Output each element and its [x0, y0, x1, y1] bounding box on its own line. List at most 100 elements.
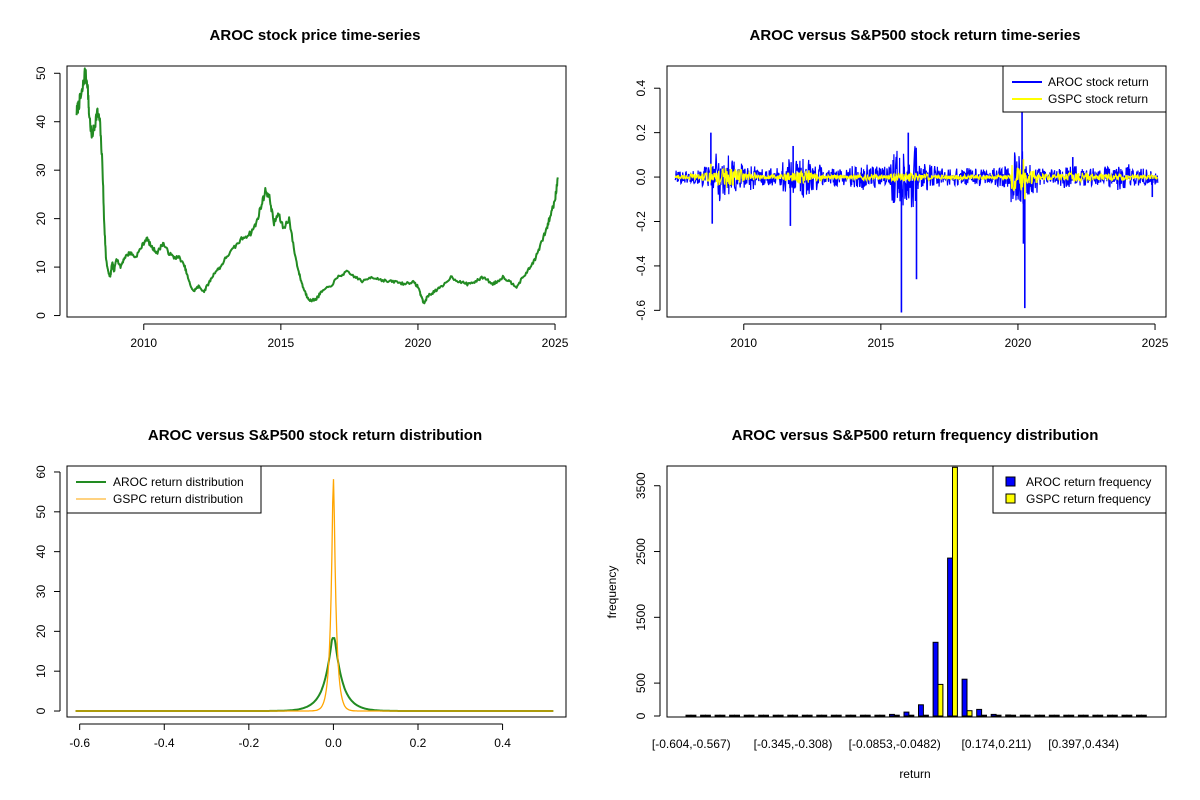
plot-frame — [66, 65, 567, 318]
histogram-bar — [1126, 714, 1133, 717]
x-tick-label: [0.397,0.434) — [1048, 737, 1119, 751]
chart-title: AROC stock price time-series — [210, 27, 421, 44]
histogram-bar — [714, 714, 721, 717]
histogram-bar — [1077, 714, 1084, 717]
legend-label: AROC return frequency — [1026, 475, 1151, 489]
histogram-bar — [1019, 714, 1026, 717]
histogram-bar — [801, 714, 808, 717]
legend-label: AROC stock return — [1048, 75, 1149, 89]
x-tick-label: [0.174,0.211) — [962, 737, 1032, 751]
histogram-bar — [908, 714, 915, 717]
y-tick-label: 60 — [34, 465, 48, 479]
histogram-bar — [772, 714, 779, 717]
x-tick-label: -0.4 — [154, 736, 175, 750]
histogram-bar — [1121, 714, 1128, 717]
histogram-bar — [787, 714, 794, 717]
y-tick-label: 500 — [634, 673, 648, 693]
histogram-bar — [903, 711, 910, 717]
histogram-bar — [864, 714, 871, 717]
histogram-bar — [1039, 714, 1046, 717]
y-tick-label: 40 — [34, 545, 48, 559]
histogram-bar — [1111, 714, 1118, 717]
histogram-bar — [719, 714, 726, 717]
legend: AROC stock return GSPC stock return — [1002, 65, 1167, 113]
histogram-bar — [700, 714, 706, 717]
x-tick-label: -0.6 — [69, 736, 90, 750]
y-tick-label: 2500 — [634, 538, 648, 565]
histogram-bar — [976, 708, 983, 717]
histogram-bar — [981, 714, 987, 717]
histogram-bar — [1048, 714, 1055, 717]
histogram-bar — [705, 714, 711, 717]
legend-label: AROC return distribution — [113, 475, 244, 489]
histogram-bar — [743, 714, 750, 717]
y-tick-label: 40 — [34, 115, 48, 129]
histogram-bar — [932, 641, 939, 717]
plot-frame — [666, 465, 1167, 718]
y-tick-label: 1500 — [634, 604, 648, 631]
y-tick-label: 20 — [34, 624, 48, 638]
price-line — [75, 67, 559, 305]
histogram-bar — [685, 714, 692, 717]
plot-frame — [666, 65, 1167, 318]
histogram-bar — [734, 714, 740, 717]
legend-label: GSPC return distribution — [113, 492, 243, 506]
x-tick-label: 2010 — [730, 336, 757, 350]
chart-title: AROC versus S&P500 stock return time-ser… — [750, 27, 1081, 44]
histogram-bar — [777, 714, 784, 717]
histogram-bar — [1068, 714, 1075, 717]
plot-frame — [66, 465, 567, 718]
y-tick-label: 0 — [634, 712, 648, 719]
histogram-bar — [830, 714, 837, 717]
histogram-bar — [952, 466, 958, 717]
density-line — [75, 637, 554, 712]
y-tick-label: 3500 — [634, 472, 648, 499]
x-tick-label: 0.0 — [325, 736, 342, 750]
y-tick-label: 0.2 — [634, 124, 648, 141]
histogram-bar — [729, 714, 735, 717]
y-tick-label: 10 — [34, 260, 48, 274]
histogram-bar — [1097, 714, 1104, 717]
y-tick-label: 30 — [34, 163, 48, 177]
density-line — [75, 479, 554, 712]
legend: AROC return frequency GSPC return freque… — [992, 465, 1167, 514]
histogram-bar — [990, 713, 997, 717]
histogram-bar — [763, 714, 769, 717]
x-tick-label: 2020 — [1005, 336, 1032, 350]
y-tick-label: 10 — [34, 664, 48, 678]
x-tick-label: 2010 — [130, 336, 157, 350]
legend-swatch — [1005, 476, 1016, 487]
histogram-bar — [1034, 714, 1041, 717]
x-tick-label: [-0.0853,-0.0482) — [849, 737, 941, 751]
histogram-bar — [748, 714, 755, 717]
x-tick-label: 2025 — [542, 336, 569, 350]
histogram-bar — [758, 714, 765, 717]
histogram-bar — [859, 714, 866, 717]
y-tick-label: 50 — [34, 505, 48, 519]
histogram-bar — [1092, 714, 1099, 717]
y-tick-label: 30 — [34, 585, 48, 599]
x-axis-label: return — [899, 767, 930, 781]
chart-title: AROC versus S&P500 return frequency dist… — [732, 427, 1099, 444]
histogram-bar — [816, 714, 823, 717]
density-chart: AROC versus S&P500 stock return distribu… — [34, 427, 567, 750]
x-tick-label: 2020 — [405, 336, 432, 350]
returns-chart: AROC versus S&P500 stock return time-ser… — [634, 27, 1169, 350]
histogram-bar — [918, 704, 924, 717]
histogram-bar — [1024, 714, 1031, 717]
histogram-bar — [889, 713, 895, 717]
histogram-bar — [1140, 714, 1147, 717]
histogram-bar — [792, 714, 799, 717]
x-tick-label: 0.4 — [494, 736, 511, 750]
histogram-bar — [821, 714, 828, 717]
histogram-bar — [923, 714, 929, 717]
y-tick-label: 0.4 — [634, 80, 648, 97]
histogram-bar — [879, 714, 886, 717]
x-tick-label: 2025 — [1142, 336, 1169, 350]
histogram-bar — [874, 714, 881, 717]
histogram-bar — [893, 714, 900, 717]
x-tick-label: -0.2 — [238, 736, 259, 750]
legend-swatch — [1005, 493, 1016, 504]
histogram-bar — [690, 714, 697, 717]
